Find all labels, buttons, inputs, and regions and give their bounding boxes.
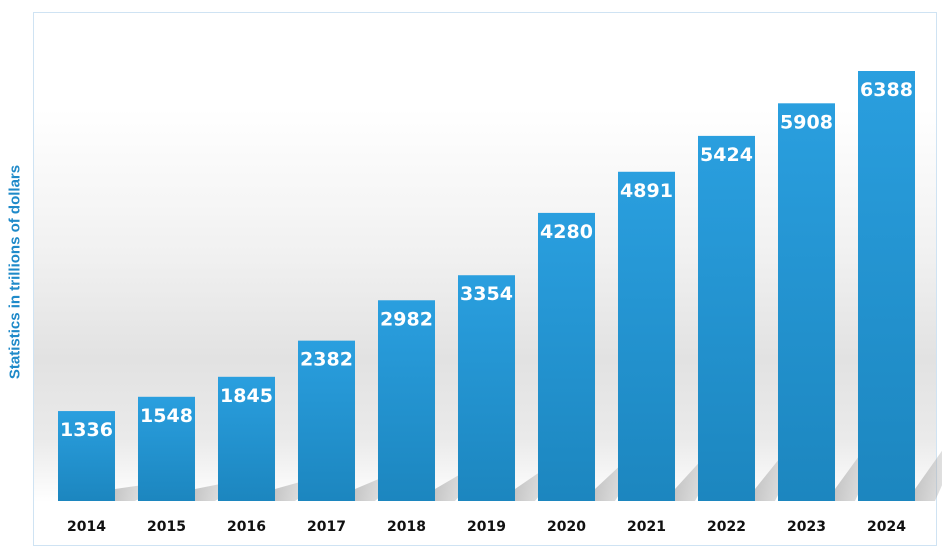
bar-2024 <box>858 71 915 501</box>
data-label-2024: 6388 <box>860 79 913 101</box>
data-label-2022: 5424 <box>700 144 753 166</box>
data-label-2017: 2382 <box>300 349 353 371</box>
data-label-2020: 4280 <box>540 221 593 243</box>
bar-2017 <box>298 340 355 501</box>
data-label-2015: 1548 <box>140 405 193 427</box>
x-tick-label-2024: 2024 <box>867 519 906 535</box>
bar-2023 <box>778 103 835 502</box>
data-label-2016: 1845 <box>220 385 273 407</box>
bar-2021 <box>618 171 675 502</box>
x-tick-label-2018: 2018 <box>387 519 426 535</box>
x-tick-label-2021: 2021 <box>627 519 666 535</box>
x-tick-label-2023: 2023 <box>787 519 826 535</box>
x-tick-label-2014: 2014 <box>67 519 106 535</box>
x-tick-label-2022: 2022 <box>707 519 746 535</box>
bar-2022 <box>698 135 755 501</box>
bar-2014 <box>58 411 115 501</box>
data-label-2023: 5908 <box>780 111 833 133</box>
bar-2018 <box>378 300 435 501</box>
x-tick-label-2019: 2019 <box>467 519 506 535</box>
bar-2016 <box>218 376 275 501</box>
data-label-2018: 2982 <box>380 308 433 330</box>
data-label-2014: 1336 <box>60 419 113 441</box>
x-tick-label-2015: 2015 <box>147 519 186 535</box>
bar-shadow-2024 <box>915 450 942 501</box>
bar-2019 <box>458 275 515 501</box>
x-tick-label-2016: 2016 <box>227 519 266 535</box>
bar-2020 <box>538 212 595 501</box>
data-label-2019: 3354 <box>460 283 513 305</box>
x-tick-label-2020: 2020 <box>547 519 586 535</box>
x-tick-label-2017: 2017 <box>307 519 346 535</box>
data-label-2021: 4891 <box>620 180 673 202</box>
bar-2015 <box>138 396 195 501</box>
